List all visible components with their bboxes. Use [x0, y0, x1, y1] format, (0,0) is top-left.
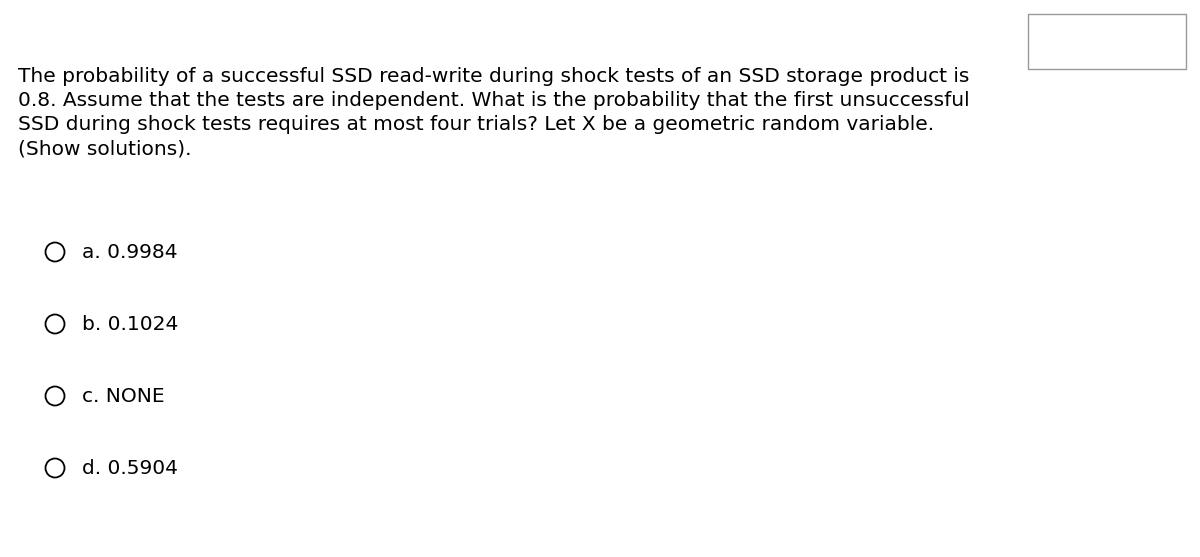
- Text: d. 0.5904: d. 0.5904: [83, 458, 179, 477]
- Text: The probability of a successful SSD read-write during shock tests of an SSD stor: The probability of a successful SSD read…: [18, 67, 970, 159]
- Bar: [1028, 14, 1186, 69]
- Text: c. NONE: c. NONE: [83, 387, 166, 405]
- Text: b. 0.1024: b. 0.1024: [83, 315, 179, 334]
- Text: a. 0.9984: a. 0.9984: [83, 242, 178, 261]
